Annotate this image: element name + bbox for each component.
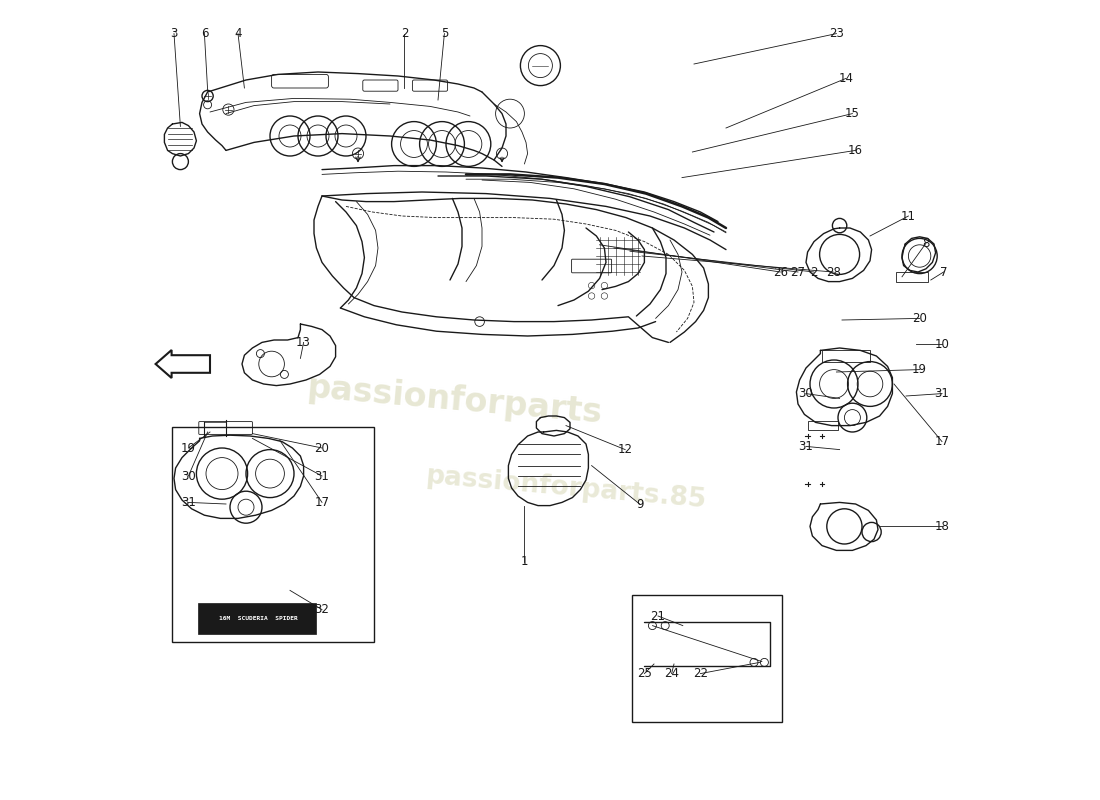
Text: 9: 9 bbox=[636, 498, 644, 510]
Text: 31: 31 bbox=[799, 440, 813, 453]
Bar bbox=[198, 603, 317, 634]
Text: 6: 6 bbox=[200, 27, 208, 40]
Text: 32: 32 bbox=[315, 603, 329, 616]
Text: 10: 10 bbox=[935, 338, 949, 350]
Text: passionforparts: passionforparts bbox=[305, 370, 603, 430]
Text: 17: 17 bbox=[315, 496, 330, 509]
Text: 14: 14 bbox=[838, 72, 854, 85]
Text: 16M  SCUDERIA  SPIDER: 16M SCUDERIA SPIDER bbox=[219, 616, 298, 621]
Text: 12: 12 bbox=[618, 443, 632, 456]
Bar bbox=[807, 421, 838, 430]
Bar bbox=[822, 350, 870, 362]
Text: 23: 23 bbox=[829, 27, 844, 40]
Text: 26: 26 bbox=[773, 266, 788, 278]
Text: 2: 2 bbox=[400, 27, 408, 40]
Text: 15: 15 bbox=[845, 107, 860, 120]
Text: 31: 31 bbox=[182, 496, 196, 509]
Text: 31: 31 bbox=[935, 387, 949, 400]
Text: 5: 5 bbox=[441, 27, 448, 40]
Text: 19: 19 bbox=[180, 442, 196, 454]
Text: 31: 31 bbox=[315, 470, 329, 482]
Text: 19: 19 bbox=[912, 363, 927, 376]
Text: 21: 21 bbox=[650, 610, 666, 622]
Text: 17: 17 bbox=[935, 435, 949, 448]
FancyArrow shape bbox=[155, 350, 210, 378]
Text: 25: 25 bbox=[637, 667, 652, 680]
Text: 8: 8 bbox=[922, 237, 930, 250]
Text: 3: 3 bbox=[170, 27, 178, 40]
Bar bbox=[173, 427, 374, 642]
Text: 18: 18 bbox=[935, 520, 949, 533]
Text: 2: 2 bbox=[811, 266, 817, 278]
Bar bbox=[895, 272, 927, 282]
Text: 30: 30 bbox=[799, 387, 813, 400]
Text: 1: 1 bbox=[520, 555, 528, 568]
Text: 28: 28 bbox=[826, 266, 840, 278]
Text: 13: 13 bbox=[296, 336, 311, 349]
Text: 20: 20 bbox=[315, 442, 329, 454]
Text: 27: 27 bbox=[791, 266, 805, 278]
Text: 22: 22 bbox=[693, 667, 708, 680]
Text: 24: 24 bbox=[664, 667, 679, 680]
Text: 16: 16 bbox=[848, 144, 864, 157]
Text: passionforparts.85: passionforparts.85 bbox=[425, 462, 707, 514]
Text: 4: 4 bbox=[234, 27, 242, 40]
Bar bbox=[631, 595, 782, 722]
Text: 11: 11 bbox=[901, 210, 916, 222]
Text: 7: 7 bbox=[939, 266, 947, 278]
Text: 20: 20 bbox=[912, 312, 927, 325]
Text: 30: 30 bbox=[182, 470, 196, 482]
